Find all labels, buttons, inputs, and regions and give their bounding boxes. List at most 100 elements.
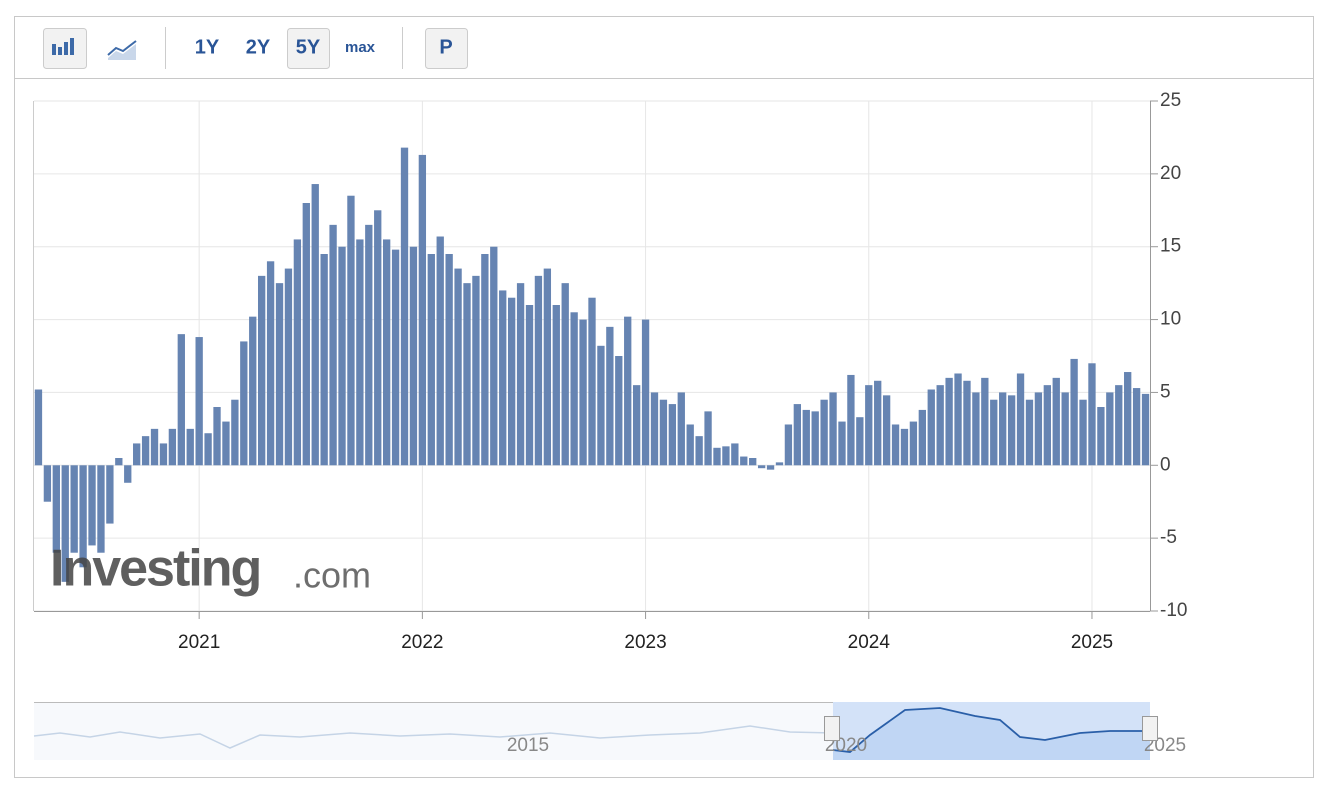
bar-icon [52, 38, 74, 55]
bar [490, 246, 498, 466]
bar [1025, 399, 1034, 466]
bar [722, 446, 730, 466]
bar [43, 465, 52, 502]
bar [302, 203, 310, 466]
bar [150, 428, 159, 466]
bar [615, 356, 623, 466]
bar [829, 392, 837, 466]
navigator-history [33, 725, 834, 749]
watermark-suffix: .com [293, 555, 371, 596]
bar [990, 399, 998, 466]
bar [731, 443, 739, 466]
bar [606, 326, 614, 466]
bar [382, 239, 391, 466]
bar [1034, 392, 1043, 466]
line-chart-button[interactable] [100, 28, 145, 68]
bar [999, 392, 1007, 466]
bar [588, 297, 596, 466]
bar [641, 319, 650, 466]
navigator-handle[interactable] [824, 716, 840, 741]
bar [97, 465, 105, 553]
bar [177, 334, 185, 466]
bar [284, 268, 293, 466]
bar [650, 392, 659, 466]
bar [972, 392, 980, 466]
navigator-label: 2015 [507, 735, 549, 756]
range-button[interactable]: max [345, 39, 376, 56]
range-button[interactable]: 5Y [296, 36, 321, 58]
bar [632, 385, 641, 466]
bar [668, 404, 677, 466]
bar [882, 395, 891, 466]
bar [88, 465, 96, 546]
bar [418, 154, 427, 466]
bar [365, 224, 373, 466]
x-tick-label: 2021 [178, 632, 220, 653]
y-tick-label: 15 [1160, 236, 1181, 257]
bar [329, 224, 337, 466]
bar [374, 210, 382, 466]
bar [400, 147, 409, 466]
bar [472, 275, 480, 466]
bar [820, 399, 828, 466]
bar [507, 297, 516, 466]
bar [481, 254, 489, 466]
bar [766, 465, 775, 470]
bar [391, 249, 400, 466]
bar [749, 458, 757, 466]
navigator-area [833, 708, 1150, 760]
bar [70, 465, 78, 553]
navigator-handle[interactable] [1142, 716, 1158, 741]
bar [427, 254, 435, 466]
bar [802, 409, 810, 466]
bar [624, 316, 632, 466]
bar [240, 341, 248, 466]
bar [320, 254, 328, 466]
bar [311, 184, 319, 466]
y-tick-label: -5 [1160, 527, 1177, 548]
bar [1052, 377, 1060, 466]
watermark-brand: Investing [50, 540, 260, 598]
range-button[interactable]: 2Y [246, 36, 271, 58]
y-tick-label: 10 [1160, 309, 1181, 330]
x-tick-label: 2025 [1071, 632, 1113, 653]
bar [204, 433, 212, 466]
bar [61, 465, 69, 582]
bar [409, 246, 418, 466]
bar [141, 436, 150, 466]
bar [543, 268, 552, 466]
bar [1079, 399, 1087, 466]
bar [847, 374, 855, 466]
bar [936, 385, 944, 466]
bar [775, 462, 784, 466]
bar [981, 377, 989, 466]
bar [534, 275, 543, 466]
bar [34, 389, 43, 466]
bar [1141, 393, 1150, 466]
bar [1061, 392, 1069, 466]
bar [275, 283, 284, 466]
bar [918, 409, 926, 466]
p-button[interactable]: P [439, 36, 452, 58]
bar [695, 436, 703, 466]
bar [874, 380, 882, 466]
bar [1043, 385, 1051, 466]
bar [106, 465, 114, 524]
bar [436, 236, 444, 466]
bar [865, 385, 873, 466]
bar [945, 377, 953, 466]
bar [347, 195, 355, 466]
bar [168, 428, 177, 466]
bar [463, 283, 471, 466]
x-tick-label: 2023 [624, 632, 666, 653]
bar [525, 305, 534, 466]
bar [856, 417, 864, 466]
bar [231, 399, 239, 466]
bar [258, 275, 266, 466]
range-button[interactable]: 1Y [195, 36, 220, 58]
bar [516, 283, 525, 466]
bar [740, 456, 748, 466]
bar [677, 392, 685, 466]
bar [686, 424, 694, 466]
